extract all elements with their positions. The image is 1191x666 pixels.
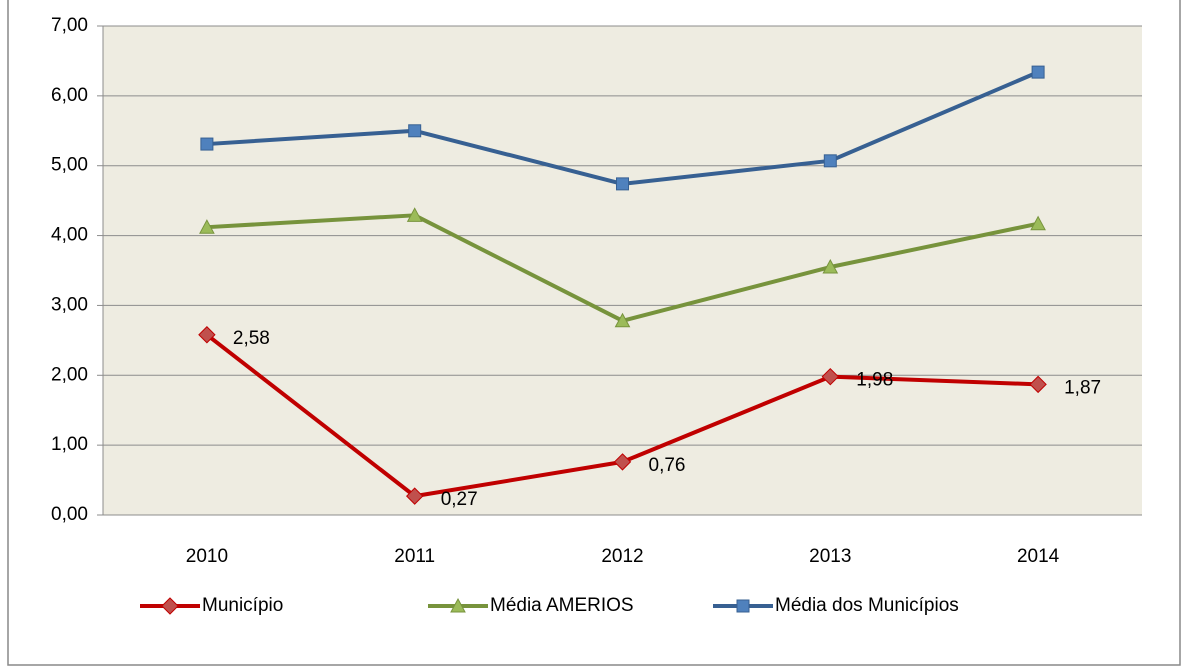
point-marker	[199, 219, 215, 234]
point-marker	[1029, 375, 1047, 394]
y-tick-label: 3,00	[51, 294, 88, 315]
data-label: 0,27	[441, 489, 478, 510]
point-marker	[823, 154, 837, 168]
data-label: 2,58	[233, 328, 270, 349]
x-tick-label: 2010	[186, 546, 228, 567]
point-marker	[1031, 65, 1045, 79]
plot-area	[103, 26, 1142, 515]
point-marker	[198, 326, 216, 344]
point-marker	[406, 207, 423, 222]
x-tick-label: 2013	[809, 546, 851, 567]
legend-label: Município	[202, 595, 283, 616]
data-label: 0,76	[649, 455, 686, 476]
legend-label: Média AMERIOS	[490, 595, 634, 616]
point-marker	[200, 137, 214, 151]
point-marker	[821, 367, 840, 386]
legend-marker	[736, 599, 750, 613]
point-marker	[616, 177, 629, 191]
legend-label: Média dos Municípios	[775, 595, 959, 616]
x-tick-label: 2014	[1017, 546, 1060, 567]
point-marker	[1030, 215, 1046, 231]
y-tick-label: 7,00	[51, 15, 88, 36]
data-label: 1,87	[1064, 377, 1101, 398]
point-marker	[614, 312, 631, 328]
point-marker	[613, 453, 632, 471]
x-tick-label: 2011	[394, 546, 435, 567]
y-tick-label: 0,00	[51, 504, 88, 525]
y-tick-label: 5,00	[51, 155, 88, 176]
y-tick-label: 6,00	[51, 85, 88, 106]
point-marker	[822, 258, 839, 274]
data-label: 1,98	[856, 370, 893, 391]
point-marker	[405, 487, 424, 505]
legend-marker	[161, 597, 179, 615]
legend-marker	[450, 597, 466, 613]
y-tick-label: 4,00	[51, 225, 88, 246]
y-tick-label: 1,00	[51, 434, 88, 455]
y-tick-label: 2,00	[51, 364, 88, 385]
x-tick-label: 2012	[601, 546, 643, 567]
point-marker	[408, 124, 422, 138]
